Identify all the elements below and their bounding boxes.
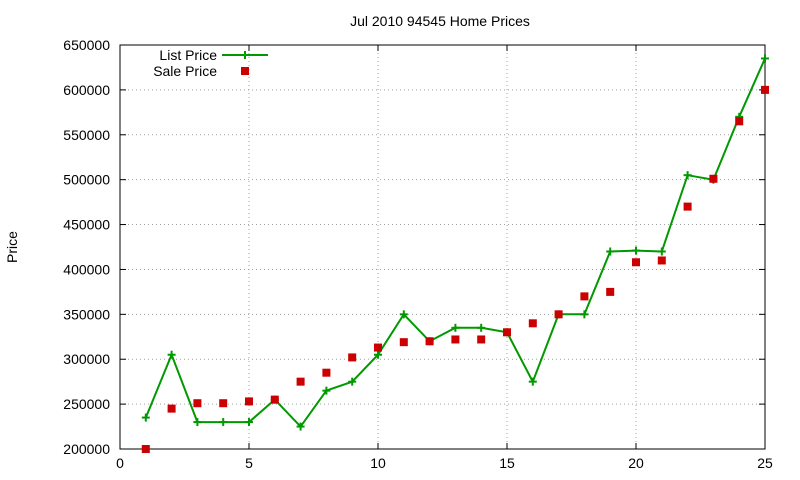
- sale-price-point: [606, 287, 615, 296]
- legend-label-sale-price: Sale Price: [153, 63, 217, 79]
- sale-price-point: [270, 395, 279, 404]
- y-tick-label: 450000: [63, 217, 110, 233]
- sale-price-point: [219, 399, 228, 408]
- list-price-point: [322, 386, 331, 395]
- y-tick-label: 500000: [63, 172, 110, 188]
- x-tick-label: 20: [628, 455, 644, 471]
- y-tick-label: 350000: [63, 306, 110, 322]
- sale-price-point: [245, 397, 253, 406]
- sale-price-point: [761, 85, 769, 94]
- x-tick-label: 15: [499, 455, 515, 471]
- list-price-line: [144, 58, 766, 429]
- sale-price-point: [296, 377, 305, 386]
- sale-price-point: [141, 445, 150, 453]
- x-tick-label: 0: [116, 455, 124, 471]
- list-price-point: [348, 377, 357, 386]
- list-price-point: [580, 310, 589, 319]
- legend: List Price Sale Price: [153, 47, 268, 79]
- x-tick-label: 5: [245, 455, 253, 471]
- sale-price-point: [193, 399, 202, 408]
- list-price-point: [296, 422, 305, 431]
- x-tick-label: 25: [757, 455, 773, 471]
- sale-price-point: [425, 337, 434, 346]
- list-price-point: [245, 418, 253, 427]
- chart-title: Jul 2010 94545 Home Prices: [350, 13, 530, 29]
- y-axis-label: Price: [4, 231, 20, 263]
- x-tick-label: 10: [370, 455, 386, 471]
- list-price-point: [219, 418, 228, 427]
- list-price-point: [606, 247, 615, 256]
- list-price-point: [761, 54, 769, 63]
- y-tick-label: 650000: [63, 37, 110, 53]
- sale-price-point: [528, 319, 537, 328]
- sale-price-point: [683, 202, 692, 211]
- sale-price-point: [451, 335, 460, 344]
- list-price-point: [528, 377, 537, 386]
- legend-label-list-price: List Price: [159, 47, 217, 63]
- list-price-point: [399, 310, 408, 319]
- sale-price-point: [477, 335, 486, 344]
- sale-price-point: [735, 117, 744, 126]
- sale-price-point: [657, 256, 666, 265]
- list-price-point: [451, 323, 460, 332]
- list-price-point: [657, 247, 666, 256]
- sale-price-point: [167, 404, 176, 413]
- y-tick-label: 250000: [63, 396, 110, 412]
- sale-price-point: [709, 174, 718, 183]
- legend-sample-sale-price: [241, 67, 249, 75]
- y-tick-label: 600000: [63, 82, 110, 98]
- sale-price-point: [632, 258, 640, 267]
- sale-price-point: [554, 310, 563, 319]
- sale-price-point: [580, 292, 589, 301]
- y-tick-label: 400000: [63, 261, 110, 277]
- sale-price-point: [399, 338, 408, 347]
- sale-price-point: [348, 353, 357, 362]
- list-price-point: [477, 323, 486, 332]
- sale-price-point: [503, 328, 511, 337]
- sale-price-point: [374, 343, 382, 352]
- plot-frame: [119, 44, 766, 450]
- list-price-point: [167, 350, 176, 359]
- y-tick-label: 200000: [63, 441, 110, 457]
- series-layer: [141, 54, 769, 453]
- list-price-point: [193, 418, 202, 427]
- sale-price-point: [322, 368, 331, 377]
- list-price-point: [374, 350, 382, 359]
- y-tick-label: 550000: [63, 127, 110, 143]
- list-price-point: [632, 246, 640, 255]
- list-price-point: [683, 171, 692, 180]
- y-tick-label: 300000: [63, 351, 110, 367]
- list-price-point: [141, 413, 150, 422]
- axis-ticks: 200000 250000 300000 350000 400000 450000 5000…: [63, 37, 773, 471]
- grid-lines: [120, 45, 765, 449]
